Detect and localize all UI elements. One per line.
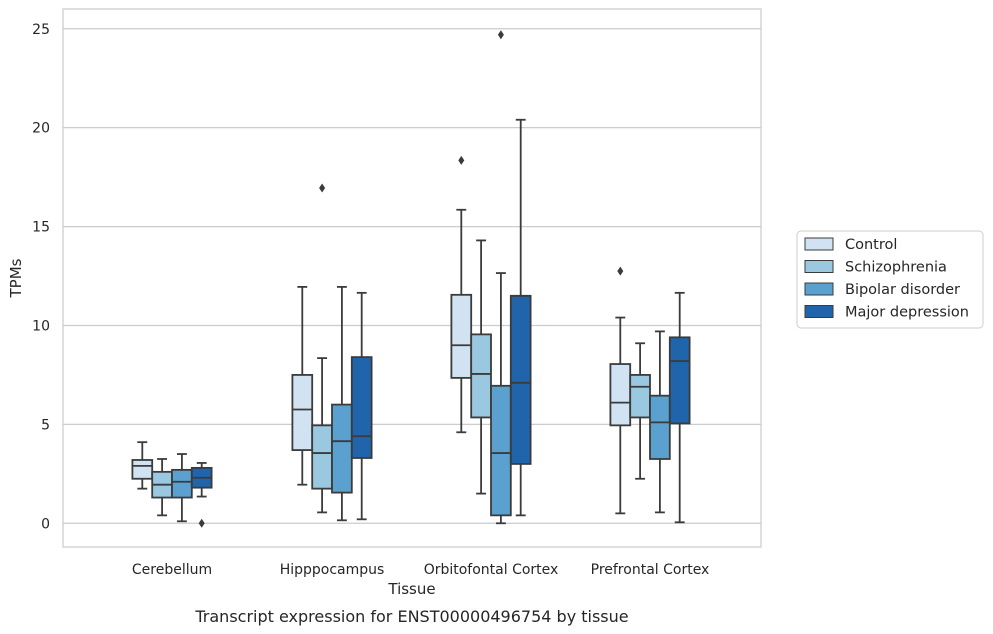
box-group [509,118,532,517]
box-group [190,462,213,528]
x-tick-label: Hipppocampus [280,562,385,578]
x-tick-labels: Cerebellum Hipppocampus Orbitofontal Corte… [132,562,709,578]
box-rect [331,403,353,494]
box-rect [311,424,333,490]
box-rect [350,356,373,459]
legend-frame [796,230,984,329]
legend-label: Bipolar disorder [845,282,960,298]
box-group [291,286,314,486]
y-tick-labels: 0 5 10 15 20 25 [32,22,50,532]
box-group [668,291,691,524]
y-tick-label: 15 [32,220,50,236]
box-rect [509,294,532,465]
outlier-point [458,155,465,165]
box-rect [649,394,671,460]
box-rect [490,384,512,517]
legend-swatch [804,260,834,273]
box-group [331,286,353,522]
legend-label: Major depression [845,305,969,321]
legend-swatch [804,282,834,296]
box-rect [450,293,473,379]
gridlines [63,28,761,524]
x-tick-label: Prefrontal Cortex [591,562,710,578]
box-rect [131,459,154,480]
outlier-point [497,30,504,40]
plot-area [63,9,761,547]
legend-label: Schizophrenia [845,260,947,276]
box-group [350,291,373,521]
y-tick-label: 0 [41,516,50,532]
box-rect [470,333,492,419]
box-group [450,155,473,434]
box-rect [668,336,691,425]
y-tick-label: 25 [32,22,50,38]
plot-frame [62,8,762,548]
outlier-point [617,266,624,276]
box-rect [609,363,632,427]
box-rect [291,374,314,451]
legend-label: Control [845,237,897,253]
x-tick-label: Orbitofontal Cortex [424,562,559,578]
box-group [131,441,154,490]
y-axis-label: TPMs [7,258,25,298]
figure-caption: Transcript expression for ENST0000049675… [194,607,628,626]
outlier-point [198,518,205,528]
box-group [470,239,492,495]
box-group [649,330,671,514]
box-rect [171,468,193,499]
outlier-point [319,183,326,193]
box-group [490,30,512,525]
boxes [131,30,691,528]
box-rect [629,374,651,419]
y-tick-label: 10 [32,318,50,334]
y-tick-label: 20 [32,121,50,137]
box-group [629,342,651,480]
x-tick-label: Cerebellum [132,562,212,578]
legend-swatch [804,305,834,318]
legend-swatch [804,237,834,251]
y-tick-label: 5 [41,417,50,433]
legend: Control Schizophrenia Bipolar disorder Majo… [796,230,984,329]
x-axis-label: Tissue [387,580,435,598]
